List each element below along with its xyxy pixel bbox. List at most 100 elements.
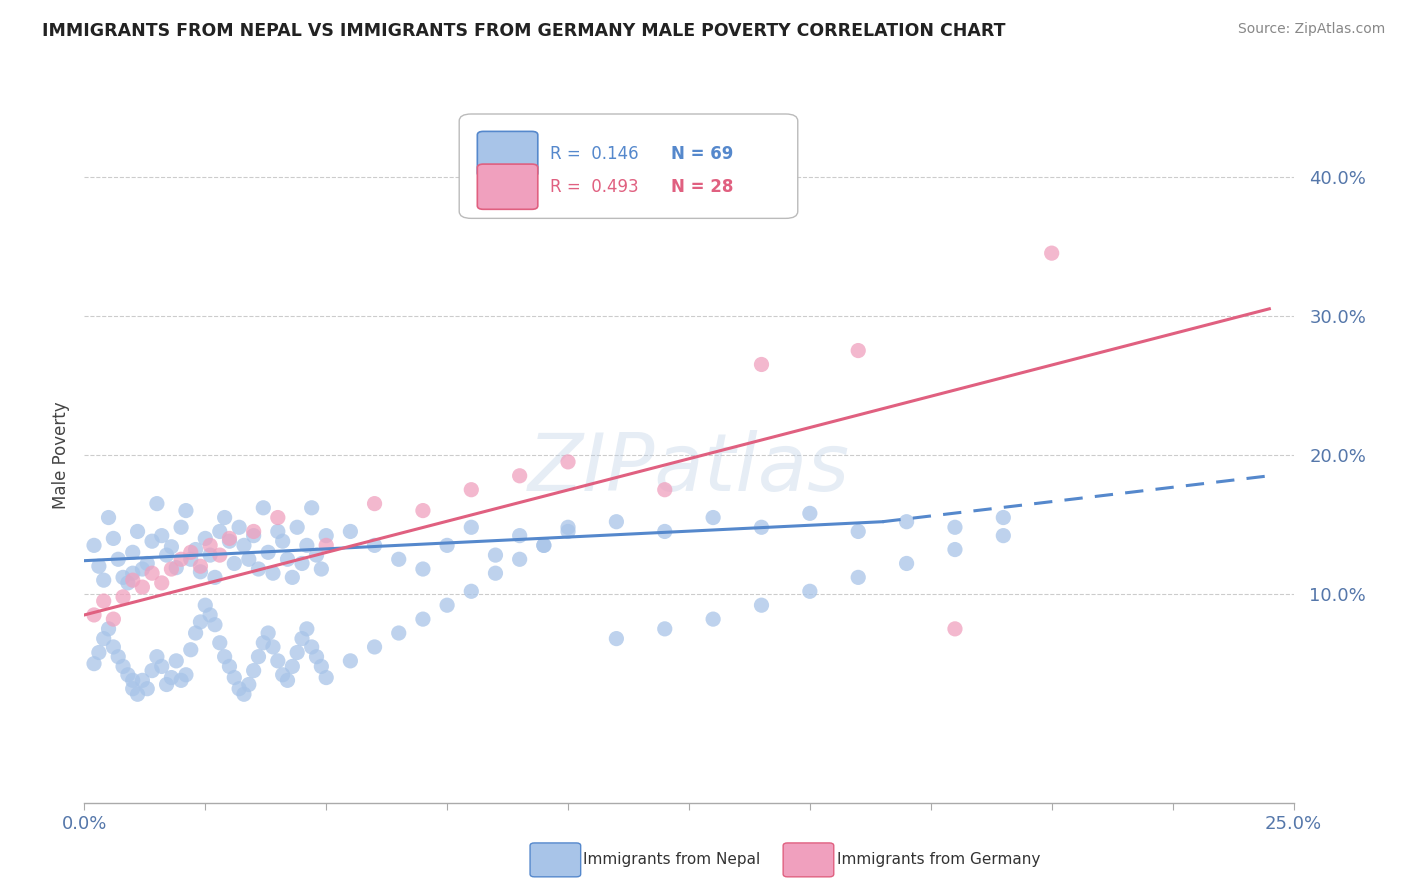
Point	[170, 552, 193, 566]
Point	[605, 515, 627, 529]
Point	[315, 538, 337, 552]
Point	[112, 590, 135, 604]
Point	[557, 520, 579, 534]
Point	[896, 515, 918, 529]
Point	[509, 468, 531, 483]
Point	[146, 497, 169, 511]
Point	[131, 673, 153, 688]
Point	[339, 524, 361, 539]
Point	[305, 548, 328, 562]
Point	[896, 557, 918, 571]
Point	[208, 548, 231, 562]
Point	[257, 626, 280, 640]
Point	[155, 548, 177, 562]
Point	[846, 570, 869, 584]
Point	[141, 566, 163, 581]
Text: N = 28: N = 28	[671, 178, 733, 196]
Y-axis label: Male Poverty: Male Poverty	[52, 401, 70, 508]
Point	[993, 528, 1015, 542]
Text: N = 69: N = 69	[671, 145, 733, 163]
Point	[204, 617, 226, 632]
Point	[218, 534, 240, 549]
Point	[533, 538, 555, 552]
Point	[224, 557, 246, 571]
Point	[107, 649, 129, 664]
Point	[218, 532, 240, 546]
Point	[87, 559, 110, 574]
Point	[460, 584, 482, 599]
Point	[412, 562, 434, 576]
Point	[252, 500, 274, 515]
Point	[83, 538, 105, 552]
Point	[131, 562, 153, 576]
Point	[846, 524, 869, 539]
Point	[218, 659, 240, 673]
Text: Immigrants from Germany: Immigrants from Germany	[837, 853, 1040, 867]
Point	[121, 566, 143, 581]
Point	[993, 510, 1015, 524]
Point	[702, 510, 724, 524]
Point	[943, 542, 966, 557]
Point	[184, 626, 207, 640]
Point	[208, 524, 231, 539]
Point	[799, 507, 821, 521]
Point	[93, 573, 115, 587]
Point	[160, 671, 183, 685]
Point	[557, 455, 579, 469]
Point	[233, 538, 256, 552]
Point	[238, 552, 260, 566]
Point	[194, 532, 217, 546]
Point	[339, 654, 361, 668]
Point	[557, 524, 579, 539]
Point	[285, 646, 308, 660]
Point	[180, 552, 202, 566]
Text: Source: ZipAtlas.com: Source: ZipAtlas.com	[1237, 22, 1385, 37]
Point	[146, 649, 169, 664]
Point	[285, 520, 308, 534]
FancyBboxPatch shape	[460, 114, 797, 219]
Point	[363, 497, 385, 511]
Point	[117, 576, 139, 591]
Point	[305, 649, 328, 664]
Point	[301, 640, 323, 654]
Point	[214, 649, 236, 664]
Point	[97, 510, 120, 524]
Point	[943, 520, 966, 534]
Point	[315, 671, 337, 685]
Point	[198, 548, 221, 562]
Point	[242, 664, 264, 678]
Text: IMMIGRANTS FROM NEPAL VS IMMIGRANTS FROM GERMANY MALE POVERTY CORRELATION CHART: IMMIGRANTS FROM NEPAL VS IMMIGRANTS FROM…	[42, 22, 1005, 40]
Point	[112, 570, 135, 584]
Point	[509, 552, 531, 566]
Point	[436, 538, 458, 552]
Point	[1040, 246, 1063, 260]
Point	[281, 570, 304, 584]
Point	[228, 681, 250, 696]
Point	[654, 483, 676, 497]
Point	[198, 607, 221, 622]
Point	[252, 636, 274, 650]
Point	[484, 566, 506, 581]
Point	[170, 673, 193, 688]
Point	[460, 483, 482, 497]
Point	[751, 598, 773, 612]
Point	[174, 503, 197, 517]
Text: ZIPatlas: ZIPatlas	[527, 430, 851, 508]
Point	[363, 640, 385, 654]
Point	[131, 580, 153, 594]
Point	[160, 540, 183, 554]
Point	[150, 576, 173, 591]
Point	[311, 562, 333, 576]
Point	[605, 632, 627, 646]
Point	[97, 622, 120, 636]
Point	[654, 524, 676, 539]
Point	[291, 632, 314, 646]
Point	[165, 560, 187, 574]
Point	[103, 532, 125, 546]
Point	[174, 667, 197, 681]
Point	[190, 559, 212, 574]
Point	[363, 538, 385, 552]
Point	[93, 594, 115, 608]
Point	[127, 687, 149, 701]
Point	[242, 524, 264, 539]
